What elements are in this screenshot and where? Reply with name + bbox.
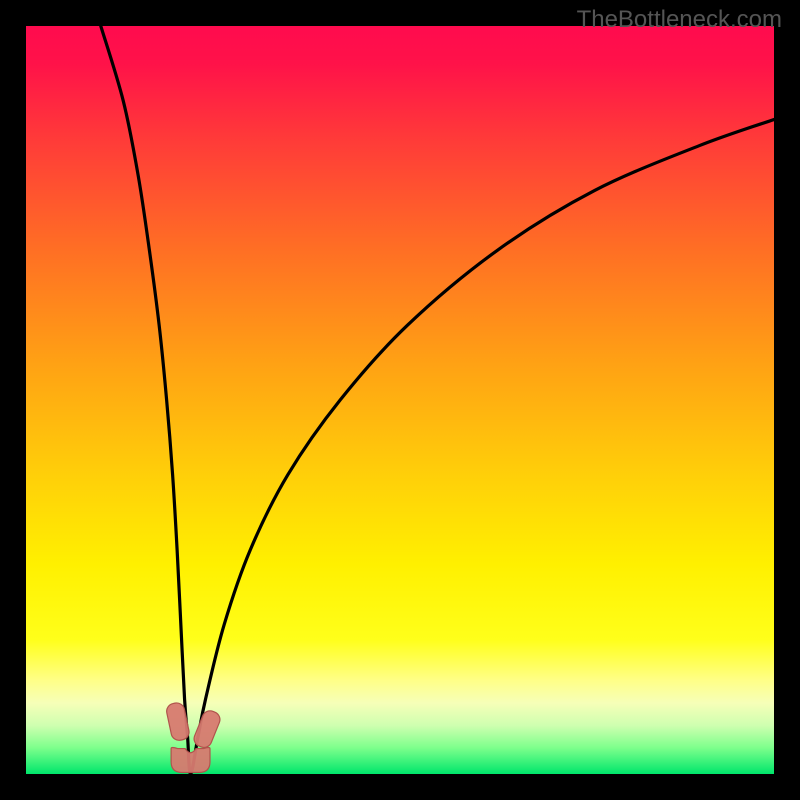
- chart-container: TheBottleneck.com: [0, 0, 800, 800]
- chart-svg: [0, 0, 800, 800]
- chart-gradient-background: [26, 26, 774, 774]
- watermark-text: TheBottleneck.com: [577, 6, 782, 34]
